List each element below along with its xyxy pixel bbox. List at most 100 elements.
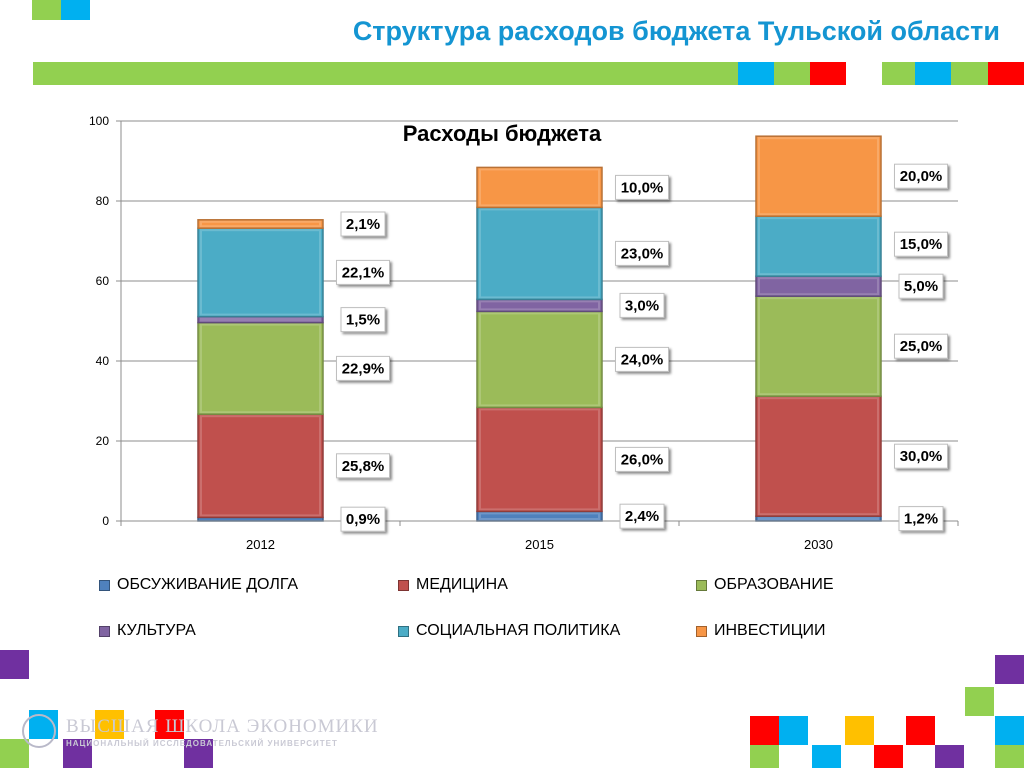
data-label-box (336, 259, 390, 285)
bar-segment (197, 227, 324, 318)
decor-square-green-br-3 (995, 745, 1024, 768)
data-label: 20,0% (894, 163, 948, 189)
data-label: 26,0% (615, 446, 669, 472)
band-square-cyan-1 (738, 62, 774, 85)
decor-square-cyan-br-2 (995, 716, 1024, 745)
data-label: 0,9% (340, 506, 386, 532)
xtick-label: 2012 (246, 537, 275, 552)
xtick-label: 2015 (525, 537, 554, 552)
data-label-box (619, 292, 665, 318)
bar-segment-bevel (758, 277, 879, 296)
data-label-box (615, 346, 669, 372)
ytick-label: 0 (102, 514, 109, 528)
bar-segment-bevel (758, 517, 879, 521)
legend-swatch-investment (696, 625, 707, 637)
ytick-label: 60 (96, 274, 110, 288)
decor-square-yellow-br (845, 716, 874, 745)
data-label-box (615, 240, 669, 266)
data-label-box (894, 443, 948, 469)
chart-title: Расходы бюджета (403, 121, 602, 146)
decor-square-cyan-br-3 (812, 745, 841, 768)
bar-segment (476, 310, 603, 409)
bar-segment-bevel (479, 512, 600, 521)
decor-square-purple-br (935, 745, 964, 768)
data-label-box (619, 503, 665, 529)
data-label: 1,5% (340, 307, 386, 333)
data-label-box (336, 355, 390, 381)
bar-segment-bevel (200, 415, 321, 517)
decor-square-red-bl (155, 710, 184, 739)
bar-segment (476, 406, 603, 513)
legend-swatch-social (398, 625, 409, 637)
data-label-text: 15,0% (900, 236, 943, 253)
decor-square-cyan-br-1 (779, 716, 808, 745)
data-label-box (340, 307, 386, 333)
legend-swatch-debt (99, 579, 110, 591)
bar-segment-bevel (758, 217, 879, 276)
bar-segment-bevel (479, 300, 600, 311)
data-label: 3,0% (619, 292, 665, 318)
decor-square-red-br-1 (750, 716, 779, 745)
bar-segment (197, 321, 324, 415)
hse-emblem-icon (22, 714, 56, 748)
decor-square-purple-br-top (995, 655, 1024, 684)
data-label-text: 10,0% (621, 179, 664, 196)
legend-swatch-culture (99, 625, 110, 637)
legend-item-medicine: МЕДИЦИНА (398, 576, 508, 594)
bar-segment-bevel (200, 317, 321, 322)
data-label-text: 22,1% (342, 264, 385, 281)
legend-item-debt: ОБСУЖИВАНИЕ ДОЛГА (99, 576, 298, 594)
ytick-label: 40 (96, 354, 110, 368)
page-title: Структура расходов бюджета Тульской обла… (352, 16, 1000, 46)
data-label-text: 20,0% (900, 168, 943, 185)
bar-segment-bevel (758, 297, 879, 396)
data-label-box (894, 333, 948, 359)
legend-swatch-education (696, 579, 707, 591)
data-label: 1,2% (898, 506, 944, 532)
chart-data-labels: 0,9% 25,8% 22,9% 1,5% 22,1% 2,1% 2,4% 26,0% 24,0… (336, 163, 948, 532)
data-label: 2,1% (340, 211, 386, 237)
data-label-text: 26,0% (621, 451, 664, 468)
band-square-red-2 (988, 62, 1024, 85)
chart-axes: 0 20 40 60 80 100 2012 2015 2030 (89, 114, 959, 552)
decor-square-purple-left (0, 650, 29, 679)
data-label-text: 30,0% (900, 448, 943, 465)
bar-segment-bevel (758, 397, 879, 516)
data-label: 10,0% (615, 174, 669, 200)
ytick-label: 20 (96, 434, 110, 448)
legend-item-education: ОБРАЗОВАНИЕ (696, 576, 834, 594)
data-label-text: 25,8% (342, 458, 385, 475)
data-label-text: 5,0% (904, 278, 938, 295)
decor-square-yellow-bl (95, 710, 124, 739)
bar-segment-bevel (479, 408, 600, 511)
legend-label-education: ОБРАЗОВАНИЕ (714, 576, 834, 593)
data-label: 15,0% (894, 231, 948, 257)
decor-square-green-bl (0, 739, 29, 768)
data-label-text: 1,2% (904, 511, 938, 528)
bar-segment (755, 135, 882, 217)
data-label-box (336, 453, 390, 479)
logo-name: ВЫСШАЯ ШКОЛА ЭКОНОМИКИ (66, 716, 379, 737)
data-label: 30,0% (894, 443, 948, 469)
header-color-band (33, 62, 1024, 85)
legend-swatch-medicine (398, 579, 409, 591)
bar-segment-bevel (479, 168, 600, 207)
legend-item-social: СОЦИАЛЬНАЯ ПОЛИТИКА (398, 622, 620, 640)
band-square-red-1 (810, 62, 846, 85)
legend-label-culture: КУЛЬТУРА (117, 622, 196, 639)
bar-segment (476, 206, 603, 301)
data-label-box (894, 231, 948, 257)
band-square-cyan-2 (915, 62, 951, 85)
decor-square-red-br-2 (906, 716, 935, 745)
legend-label-debt: ОБСУЖИВАНИЕ ДОЛГА (117, 576, 299, 593)
band-square-white (846, 62, 882, 85)
xtick-label: 2030 (804, 537, 833, 552)
legend-item-culture: КУЛЬТУРА (99, 622, 196, 640)
data-label-text: 0,9% (346, 511, 380, 528)
ytick-label: 100 (89, 114, 109, 128)
data-label: 22,1% (336, 259, 390, 285)
data-label-text: 2,4% (625, 508, 659, 525)
bar-segment (755, 215, 882, 277)
data-label: 25,8% (336, 453, 390, 479)
data-label: 25,0% (894, 333, 948, 359)
